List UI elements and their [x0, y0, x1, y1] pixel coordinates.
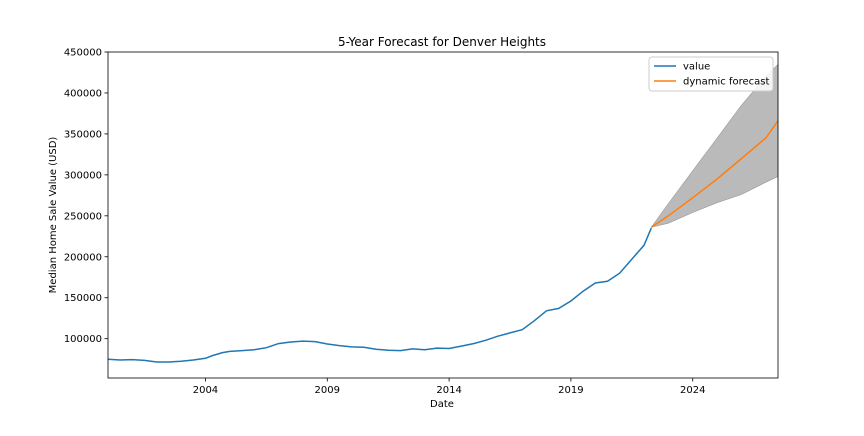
series-line-value: [107, 227, 652, 363]
y-axis-label: Median Home Sale Value (USD): [48, 137, 59, 294]
legend: value dynamic forecast: [648, 56, 774, 92]
series-line-dynamic-forecast: [650, 120, 779, 228]
axes-frame: [107, 51, 779, 379]
x-axis-ticks: 2004 2009 2014 2019 2024: [193, 378, 705, 396]
x-axis-label: Date: [430, 399, 454, 410]
chart-title: 5-Year Forecast for Denver Heights: [338, 35, 546, 49]
x-tick-label: 2024: [680, 385, 705, 396]
y-tick-label: 250000: [64, 211, 102, 222]
x-tick-label: 2014: [436, 385, 461, 396]
x-tick-label: 2019: [558, 385, 583, 396]
y-axis-ticks: 100000 150000 200000 250000 300000 350000 4000…: [64, 48, 108, 345]
legend-box: [648, 56, 774, 92]
y-tick-label: 400000: [64, 88, 102, 99]
x-tick-label: 2004: [193, 385, 218, 396]
y-tick-label: 100000: [64, 334, 102, 345]
legend-label-dynamic-forecast: dynamic forecast: [683, 77, 769, 88]
y-tick-label: 450000: [64, 48, 102, 59]
plot-area: [107, 51, 779, 379]
y-tick-label: 350000: [64, 129, 102, 140]
legend-label-value: value: [683, 62, 710, 73]
y-tick-label: 300000: [64, 170, 102, 181]
y-tick-label: 150000: [64, 293, 102, 304]
y-tick-label: 200000: [64, 252, 102, 263]
x-tick-label: 2009: [315, 385, 340, 396]
